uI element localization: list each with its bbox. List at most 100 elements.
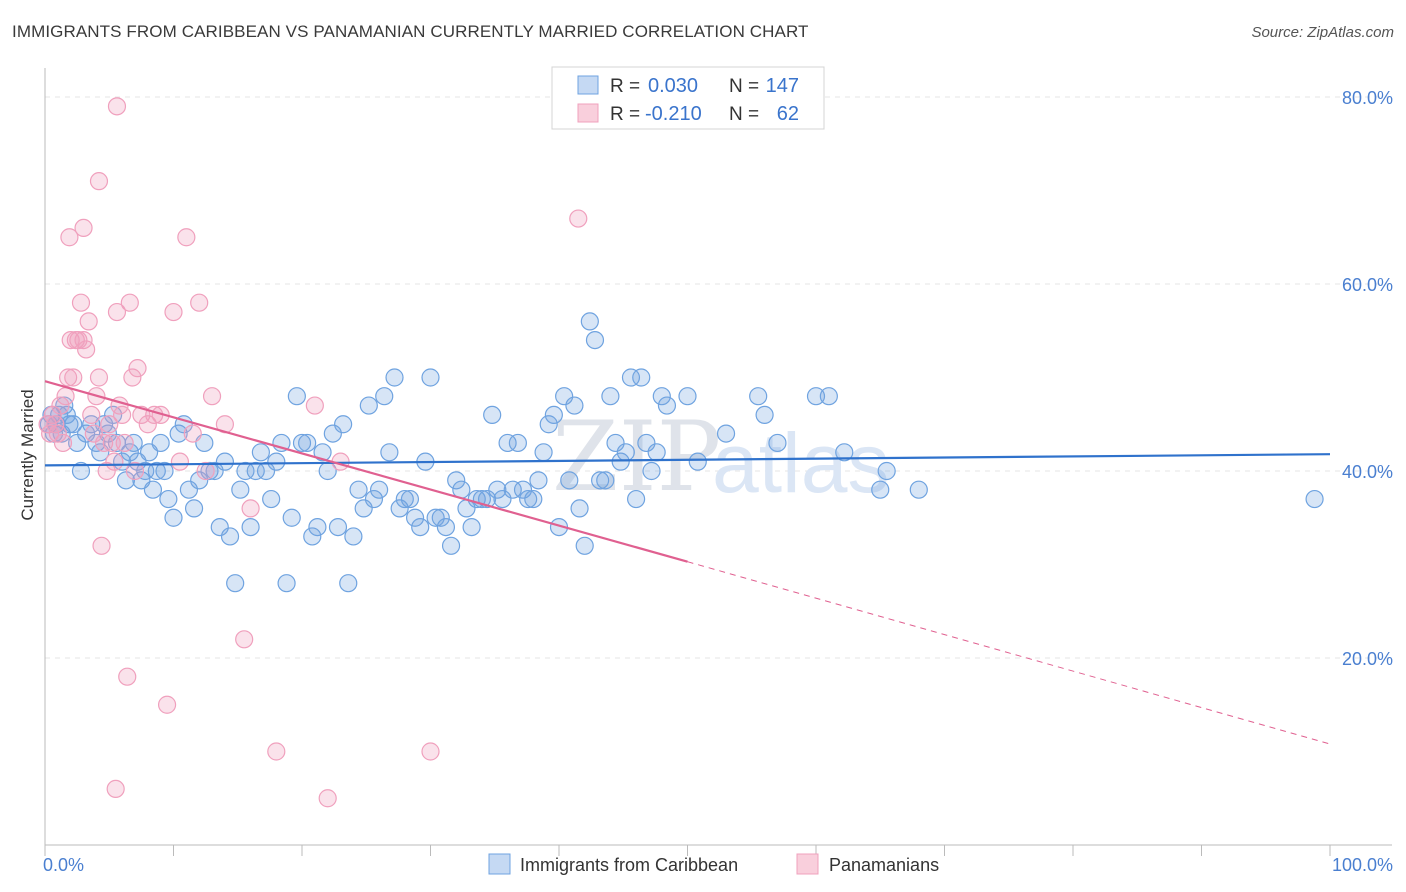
point-panamanians (120, 293, 139, 312)
point-caribbean (591, 471, 610, 490)
point-caribbean (334, 415, 353, 434)
point-caribbean (411, 517, 430, 537)
point-panamanians (95, 433, 114, 453)
point-panamanians (105, 452, 124, 471)
y-tick-label-40: 40.0% (1342, 462, 1393, 482)
point-caribbean (200, 461, 219, 481)
point-panamanians (157, 695, 177, 714)
point-caribbean (877, 461, 896, 481)
point-caribbean (570, 499, 589, 518)
point-caribbean (155, 461, 174, 481)
point-caribbean (277, 574, 296, 593)
legend-swatch-pink (577, 103, 599, 123)
point-caribbean (267, 452, 286, 471)
point-caribbean (184, 499, 204, 518)
point-caribbean (488, 480, 507, 499)
point-panamanians (107, 97, 127, 116)
point-caribbean (647, 443, 666, 462)
point-caribbean (519, 489, 538, 509)
point-panamanians (89, 172, 109, 191)
point-caribbean (313, 443, 332, 462)
point-panamanians (196, 461, 215, 481)
legend-r-label-blue: R = (610, 76, 640, 97)
trend-lines (44, 380, 1331, 745)
point-caribbean (508, 433, 527, 453)
point-panamanians (100, 415, 119, 434)
series-caribbean-points (39, 312, 1324, 593)
point-panamanians (170, 452, 190, 471)
point-caribbean (282, 508, 301, 527)
y-tick-label-80: 80.0% (1342, 88, 1393, 108)
point-panamanians (125, 461, 145, 481)
point-caribbean (909, 480, 928, 499)
legend-n-label-blue: N = (729, 76, 759, 97)
point-caribbean (339, 574, 358, 593)
point-caribbean (421, 368, 440, 387)
point-panamanians (92, 536, 111, 555)
point-panamanians (61, 331, 80, 350)
point-caribbean (632, 368, 651, 387)
point-caribbean (112, 452, 132, 471)
point-caribbean (637, 433, 656, 453)
y-tick-labels: 20.0% 40.0% 60.0% 80.0% (1342, 88, 1393, 669)
point-caribbean (143, 480, 163, 499)
watermark: ZIP atlas (552, 401, 889, 513)
point-caribbean (71, 461, 91, 481)
point-caribbean (120, 443, 139, 462)
point-panamanians (69, 331, 88, 350)
point-caribbean (169, 424, 188, 443)
point-caribbean (580, 312, 599, 331)
point-caribbean (513, 480, 533, 499)
point-caribbean (431, 508, 450, 527)
point-panamanians (107, 302, 127, 322)
point-panamanians (128, 359, 147, 378)
point-caribbean (395, 489, 414, 509)
bottom-legend-label-panamanians: Panamanians (829, 855, 939, 875)
point-panamanians (102, 433, 121, 453)
point-caribbean (220, 527, 240, 546)
point-panamanians (74, 218, 93, 237)
point-caribbean (231, 480, 250, 499)
point-caribbean (354, 499, 373, 518)
y-tick-label-20: 20.0% (1342, 649, 1393, 669)
point-caribbean (819, 387, 838, 406)
point-caribbean (390, 499, 409, 518)
legend-r-label-pink: R = (610, 104, 640, 125)
point-panamanians (164, 302, 183, 322)
legend-swatch-blue (577, 75, 599, 95)
point-caribbean (768, 433, 787, 453)
point-caribbean (370, 480, 389, 499)
point-panamanians (123, 368, 142, 387)
point-caribbean (503, 480, 522, 499)
point-panamanians (267, 742, 286, 761)
point-caribbean (323, 424, 342, 443)
correlation-legend: R = 0.030 N = 147 R = -0.210 N = 62 (551, 66, 825, 130)
y-tick-label-60: 60.0% (1342, 275, 1393, 295)
point-caribbean (64, 415, 83, 434)
point-caribbean (380, 443, 399, 462)
point-caribbean (405, 508, 425, 527)
point-caribbean (529, 471, 548, 490)
point-caribbean (441, 536, 461, 555)
point-panamanians (51, 396, 70, 415)
point-caribbean (164, 508, 183, 527)
legend-n-value-pink: 62 (777, 103, 799, 125)
chart-title: IMMIGRANTS FROM CARIBBEAN VS PANAMANIAN … (12, 22, 809, 41)
x-tick-label-0: 0.0% (43, 855, 84, 875)
point-caribbean (400, 489, 420, 509)
point-panamanians (235, 630, 254, 649)
point-panamanians (60, 228, 79, 247)
legend-r-value-pink: -0.210 (645, 103, 702, 125)
point-caribbean (303, 527, 322, 546)
point-caribbean (292, 433, 312, 453)
point-panamanians (106, 779, 125, 799)
point-caribbean (534, 443, 553, 462)
point-caribbean (806, 387, 826, 406)
point-caribbean (616, 443, 635, 462)
point-panamanians (89, 368, 109, 387)
point-caribbean (436, 517, 456, 537)
point-panamanians (569, 209, 588, 228)
trend-line-caribbean (44, 453, 1331, 467)
point-caribbean (385, 368, 404, 387)
point-panamanians (132, 405, 151, 424)
